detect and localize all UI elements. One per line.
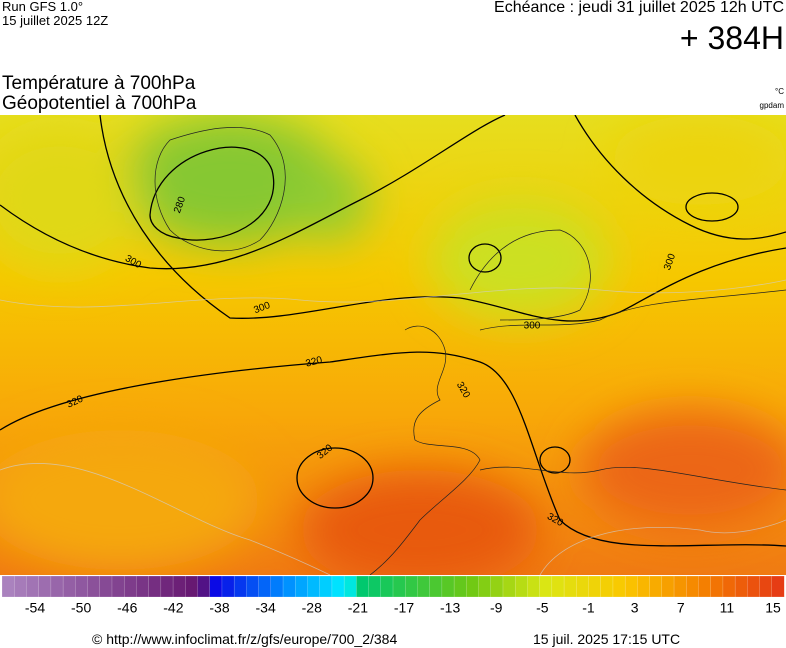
colorbar-swatch xyxy=(429,575,443,598)
colorbar-swatch xyxy=(26,575,40,598)
unit: °C xyxy=(775,87,784,96)
colorbar-label: -17 xyxy=(394,600,414,616)
colorbar-swatch xyxy=(75,575,89,598)
colorbar-swatch xyxy=(600,575,614,598)
colorbar-swatch xyxy=(612,575,626,598)
colorbar-swatch xyxy=(111,575,125,598)
colorbar-label: -28 xyxy=(302,600,322,616)
colorbar-swatch xyxy=(453,575,467,598)
colorbar-label: 15 xyxy=(765,600,781,616)
colorbar-label: -5 xyxy=(536,600,549,616)
colorbar-swatch xyxy=(661,575,675,598)
colorbar-swatch xyxy=(209,575,223,598)
colorbar-swatch xyxy=(50,575,64,598)
colorbar-swatch xyxy=(185,575,199,598)
colorbar-label: -42 xyxy=(163,600,183,616)
title: Géopotentiel à 700hPa xyxy=(2,93,197,114)
colorbar-label: -9 xyxy=(490,600,503,616)
colorbar-swatch xyxy=(343,575,357,598)
colorbar-swatch xyxy=(551,575,565,598)
colorbar-label: -34 xyxy=(256,600,276,616)
colorbar-swatch xyxy=(405,575,418,598)
colorbar-label: -38 xyxy=(209,600,229,616)
colorbar-label: -50 xyxy=(71,600,91,616)
colorbar-swatch xyxy=(673,575,687,598)
colorbar-swatch xyxy=(710,575,724,598)
colorbar-label: 7 xyxy=(677,600,685,616)
colorbar-swatch xyxy=(759,575,773,598)
colorbar-label: 3 xyxy=(631,600,639,616)
colorbar-label: -1 xyxy=(582,600,595,616)
colorbar-swatch xyxy=(1,575,15,598)
colorbar-swatch xyxy=(307,575,321,598)
colorbar-swatch xyxy=(747,575,761,598)
footer-url: © http://www.infoclimat.fr/z/gfs/europe/… xyxy=(92,631,398,647)
colorbar-swatch xyxy=(698,575,712,598)
colorbar-swatch xyxy=(246,575,260,598)
colorbar-swatch xyxy=(588,575,602,598)
colorbar-swatch xyxy=(368,575,382,598)
colorbar-swatch xyxy=(490,575,504,598)
colorbar-swatch xyxy=(258,575,272,598)
colorbar-swatch xyxy=(502,575,516,598)
coastlines xyxy=(154,127,786,575)
colorbar-swatch xyxy=(282,575,296,598)
colorbar-swatch xyxy=(160,575,174,598)
colorbar-swatch xyxy=(637,575,651,598)
colorbar-swatch xyxy=(392,575,406,598)
colorbar-swatch xyxy=(649,575,663,598)
geopotential-contours xyxy=(0,115,786,547)
colorbar-swatch xyxy=(686,575,699,598)
colorbar-swatch xyxy=(417,575,431,598)
colorbar-swatch xyxy=(270,575,284,598)
colorbar-swatch xyxy=(319,575,333,598)
isotherms xyxy=(0,279,786,575)
colorbar-swatch xyxy=(123,575,137,598)
colorbar-swatch xyxy=(478,575,492,598)
colorbar-swatch xyxy=(38,575,52,598)
lead-time: + 384H xyxy=(679,20,784,56)
colorbar-swatch xyxy=(221,575,235,598)
colorbar-label: -13 xyxy=(440,600,460,616)
colorbar-swatch xyxy=(527,575,541,598)
colorbar-swatch xyxy=(539,575,553,598)
colorbar-swatch xyxy=(356,575,370,598)
colorbar-label: -46 xyxy=(117,600,137,616)
title: Température à 700hPa xyxy=(2,73,196,94)
colorbar-label: -54 xyxy=(25,600,45,616)
colorbar-label: -21 xyxy=(348,600,368,616)
colorbar-swatch xyxy=(734,575,748,598)
colorbar-swatch xyxy=(62,575,76,598)
colorbar-swatch xyxy=(14,575,27,598)
contour-label: 320 xyxy=(305,355,324,370)
colorbar-swatch xyxy=(233,575,247,598)
colorbar-swatch xyxy=(441,575,455,598)
colorbar-swatch xyxy=(380,575,394,598)
colorbar-swatch xyxy=(624,575,638,598)
colorbar-swatch xyxy=(331,575,345,598)
colorbar-swatch xyxy=(136,575,150,598)
colorbar-label: 11 xyxy=(720,600,735,616)
contour-label: 300 xyxy=(524,321,541,332)
colorbar-swatch xyxy=(722,575,736,598)
unit: gpdam xyxy=(759,101,784,110)
colorbar-swatch xyxy=(563,575,577,598)
run-label: Run GFS 1.0° xyxy=(2,0,84,14)
colorbar-swatch xyxy=(514,575,528,598)
colorbar-swatch xyxy=(466,575,480,598)
colorbar-swatch xyxy=(87,575,101,598)
colorbar-swatch xyxy=(99,575,113,598)
colorbar-swatch xyxy=(771,575,785,598)
colorbar-swatch xyxy=(172,575,186,598)
colorbar-swatch xyxy=(148,575,162,598)
colorbar-swatch xyxy=(197,575,211,598)
run-date: 15 juillet 2025 12Z xyxy=(2,13,109,28)
valid-time: Echéance : jeudi 31 juillet 2025 12h UTC xyxy=(494,0,784,16)
footer-date: 15 juil. 2025 17:15 UTC xyxy=(533,631,681,647)
colorbar-swatch xyxy=(295,575,308,598)
colorbar-swatch xyxy=(576,575,590,598)
temperature-field xyxy=(0,115,786,575)
